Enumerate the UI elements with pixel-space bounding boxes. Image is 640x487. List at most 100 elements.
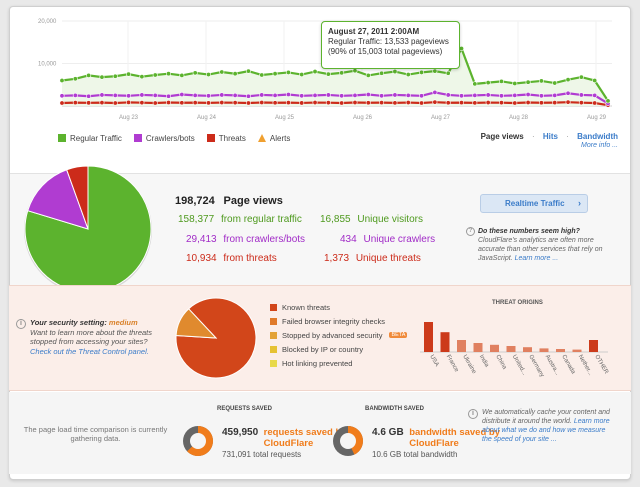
help-title: Do these numbers seem high? bbox=[478, 228, 580, 235]
stat-row-regular: 158,377 from regular traffic bbox=[178, 214, 302, 225]
threats-point bbox=[312, 100, 318, 106]
legend-alerts[interactable]: Alerts bbox=[257, 134, 290, 143]
crawlers-point bbox=[112, 92, 118, 98]
legend-threats[interactable]: Threats bbox=[206, 134, 246, 143]
threat-control-link[interactable]: Check out the Threat Control panel. bbox=[30, 346, 149, 356]
unique-crawlers: 434 Unique crawlers bbox=[340, 234, 435, 245]
regular-point bbox=[605, 98, 611, 104]
crawlers-point bbox=[552, 92, 558, 98]
regular-point bbox=[219, 69, 225, 75]
threat-legend-item: Blocked by IP or country bbox=[270, 342, 407, 356]
browser-slice bbox=[175, 308, 218, 339]
alert-triangle-icon bbox=[257, 134, 266, 142]
threats-point bbox=[405, 100, 411, 106]
crawlers-point bbox=[445, 92, 451, 98]
stat-row-crawlers: 29,413 from crawlers/bots bbox=[186, 234, 305, 245]
x-tick-label: Aug 27 bbox=[431, 115, 451, 121]
threats-point bbox=[578, 100, 584, 106]
regular-point bbox=[379, 70, 385, 76]
tab-bandwidth[interactable]: Bandwidth bbox=[577, 132, 618, 141]
threats-point bbox=[365, 100, 371, 106]
origin-label: Nether... bbox=[577, 354, 594, 377]
chevron-right-icon: › bbox=[578, 198, 581, 208]
threat-origins-chart: THREAT ORIGINS USA France Ukraine India China… bbox=[420, 300, 609, 378]
more-info-link[interactable]: More info ... bbox=[581, 142, 618, 149]
threats-point bbox=[352, 100, 358, 106]
threats-point bbox=[538, 100, 544, 106]
cache-learn-more-link[interactable]: Learn more about what we do and how we m… bbox=[482, 418, 610, 443]
origin-label: USA bbox=[428, 354, 439, 368]
regular-point bbox=[392, 69, 398, 75]
unique-value: 1,373 bbox=[324, 253, 350, 264]
regular-point bbox=[205, 72, 211, 78]
regular-point bbox=[112, 73, 118, 79]
info-icon: i bbox=[468, 409, 478, 419]
tab-page-views[interactable]: Page views bbox=[480, 132, 524, 141]
tab-hits[interactable]: Hits bbox=[542, 132, 558, 141]
origin-bar bbox=[473, 343, 483, 352]
regular-point bbox=[152, 72, 158, 78]
threats-point bbox=[139, 100, 145, 106]
threats-point bbox=[392, 100, 398, 106]
crawlers-point bbox=[86, 93, 92, 99]
crawlers-point bbox=[259, 92, 265, 98]
regular-point bbox=[272, 71, 278, 77]
crawlers-point bbox=[205, 93, 211, 99]
crawlers-point bbox=[72, 92, 78, 98]
legend-swatch bbox=[206, 134, 215, 142]
origin-label: India bbox=[478, 354, 490, 369]
origin-label: China bbox=[494, 354, 507, 371]
origin-label: Canada bbox=[560, 354, 576, 376]
threats-point bbox=[485, 100, 491, 106]
bandwidth-saved-value: 4.6 GB bbox=[372, 427, 404, 438]
tab-separator: · bbox=[566, 132, 569, 141]
stat-row-threats: 10,934 from threats bbox=[186, 253, 277, 264]
origin-bar bbox=[523, 347, 532, 352]
regular-area bbox=[62, 48, 608, 106]
threats-point bbox=[179, 100, 185, 106]
legend-swatch bbox=[270, 331, 277, 339]
legend-regular[interactable]: Regular Traffic bbox=[58, 134, 122, 143]
unique-value: 16,855 bbox=[320, 214, 351, 225]
regular-point bbox=[498, 78, 504, 84]
security-setting: i Your security setting: medium Want to … bbox=[16, 318, 180, 356]
crawlers-point bbox=[592, 92, 598, 98]
threats-point bbox=[432, 99, 438, 105]
regular-point bbox=[299, 72, 305, 78]
crawlers-point bbox=[472, 92, 478, 98]
security-body: Want to learn more about the threats sto… bbox=[30, 327, 153, 347]
threats-point bbox=[59, 100, 65, 106]
x-tick-label: Aug 29 bbox=[587, 115, 607, 121]
regular-point bbox=[99, 74, 105, 80]
requests-saved-pie bbox=[183, 426, 213, 456]
threat-legend-item: Hot linking prevented bbox=[270, 356, 407, 370]
threats-point bbox=[512, 100, 518, 106]
origin-bar bbox=[457, 340, 466, 352]
threats-point bbox=[419, 100, 425, 106]
threats-point bbox=[86, 100, 92, 106]
requests-saved: 459,950 requests saved by CloudFlare 731… bbox=[222, 427, 359, 460]
origin-bar bbox=[556, 349, 565, 352]
threats-point bbox=[205, 100, 211, 106]
threats-point bbox=[552, 100, 558, 106]
realtime-traffic-button[interactable]: Realtime Traffic › bbox=[480, 194, 588, 213]
crawlers-point bbox=[272, 92, 278, 98]
security-level[interactable]: medium bbox=[108, 318, 138, 327]
threat-legend: Known threats Failed browser integrity c… bbox=[270, 300, 408, 370]
bandwidth-saved-pie bbox=[333, 426, 363, 456]
learn-more-link[interactable]: Learn more ... bbox=[514, 255, 559, 262]
legend-swatch bbox=[133, 134, 142, 142]
threats-point bbox=[339, 100, 345, 106]
threats-point bbox=[232, 100, 238, 106]
threats-point bbox=[99, 100, 105, 106]
threats-point bbox=[72, 100, 78, 106]
bandwidth-saved-label: bandwidth saved by CloudFlare bbox=[409, 427, 500, 449]
stat-label: from threats bbox=[223, 253, 277, 264]
stat-value: 158,377 bbox=[178, 214, 215, 225]
crawlers-point bbox=[352, 92, 358, 98]
legend-crawlers[interactable]: Crawlers/bots bbox=[133, 134, 195, 143]
tab-separator: · bbox=[531, 132, 535, 141]
regular-point bbox=[472, 81, 478, 87]
tooltip-line2: (90% of 15,003 total pageviews) bbox=[328, 47, 443, 56]
unique-visitors: 16,855 Unique visitors bbox=[320, 214, 423, 225]
